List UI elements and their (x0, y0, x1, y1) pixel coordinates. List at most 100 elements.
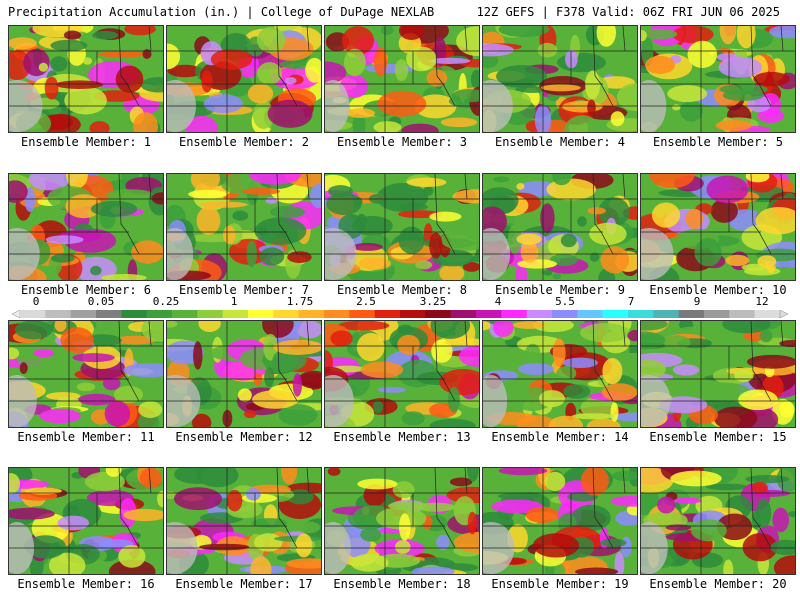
colorbar-swatch (20, 310, 46, 318)
colorbar-tick-label: 0 (32, 295, 40, 308)
map-header: Precipitation Accumulation (in.) | Colle… (0, 0, 800, 24)
ensemble-member-map (8, 320, 164, 428)
member-caption: Ensemble Member: 17 (175, 577, 313, 591)
colorbar-tick-label: 4 (494, 295, 502, 308)
colorbar-swatch (121, 310, 147, 318)
colorbar-tick-label: 7 (627, 295, 635, 308)
precip-field (9, 321, 163, 427)
precip-field (325, 26, 479, 132)
member-caption: Ensemble Member: 11 (17, 430, 155, 444)
colorbar-tick-label: 1 (230, 295, 238, 308)
colorbar-swatch (324, 310, 350, 318)
ensemble-member-map (640, 173, 796, 281)
colorbar-swatch (298, 310, 325, 318)
member-caption: Ensemble Member: 10 (649, 283, 787, 297)
member-caption: Ensemble Member: 15 (649, 430, 787, 444)
member-caption: Ensemble Member: 9 (494, 283, 626, 297)
colorbar-swatch (273, 310, 299, 318)
colorbar-tick-label: 12 (755, 295, 769, 308)
ensemble-member-map (482, 173, 638, 281)
ensemble-member-map (324, 25, 480, 133)
member-caption: Ensemble Member: 18 (333, 577, 471, 591)
colorbar-swatch (349, 310, 375, 318)
member-caption: Ensemble Member: 8 (336, 283, 468, 297)
ensemble-member-map (482, 320, 638, 428)
colorbar-swatch (552, 310, 578, 318)
precip-field (167, 174, 321, 280)
precip-field (641, 26, 795, 132)
colorbar-swatch (754, 310, 781, 318)
colorbar-tick-label: 9 (693, 295, 701, 308)
colorbar-swatch (450, 310, 477, 318)
colorbar-swatch (577, 310, 603, 318)
colorbar-tick-label: 0.25 (152, 295, 180, 308)
ensemble-member-map (166, 320, 322, 428)
colorbar-swatch (628, 310, 654, 318)
ensemble-member-map (8, 173, 164, 281)
colorbar-swatch (374, 310, 401, 318)
colorbar-swatch (197, 310, 223, 318)
colorbar-tick-label: 1.75 (286, 295, 314, 308)
member-caption: Ensemble Member: 14 (491, 430, 629, 444)
ensemble-member-map (640, 467, 796, 575)
colorbar-swatch (425, 310, 451, 318)
ensemble-member-map (640, 25, 796, 133)
member-caption: Ensemble Member: 16 (17, 577, 155, 591)
member-caption: Ensemble Member: 5 (652, 135, 784, 149)
colorbar-swatch (501, 310, 527, 318)
colorbar-tick-label: 3.25 (419, 295, 447, 308)
colorbar-swatch (45, 310, 71, 318)
ensemble-member-map (8, 467, 164, 575)
colorbar-swatch (400, 310, 426, 318)
colorbar-swatch (602, 310, 629, 318)
ensemble-member-map (482, 25, 638, 133)
ensemble-member-map (640, 320, 796, 428)
member-caption: Ensemble Member: 6 (20, 283, 152, 297)
ensemble-member-map (166, 173, 322, 281)
colorbar-swatch (526, 310, 553, 318)
colorbar-swatch (172, 310, 198, 318)
colorbar-swatch (678, 310, 705, 318)
ensemble-member-map (166, 25, 322, 133)
colorbar-tick-label: 0.05 (87, 295, 115, 308)
colorbar-swatch (704, 310, 730, 318)
colorbar-swatch (476, 310, 502, 318)
ensemble-member-map (324, 467, 480, 575)
precip-field (325, 174, 479, 280)
precip-field (9, 174, 163, 280)
colorbar-swatch (146, 310, 173, 318)
precip-field (483, 321, 637, 427)
member-caption: Ensemble Member: 1 (20, 135, 152, 149)
member-caption: Ensemble Member: 12 (175, 430, 313, 444)
precip-field (167, 321, 321, 427)
colorbar-swatch (653, 310, 679, 318)
colorbar-swatch (248, 310, 274, 318)
colorbar-swatch (96, 310, 122, 318)
ensemble-member-map (166, 467, 322, 575)
member-caption: Ensemble Member: 19 (491, 577, 629, 591)
run-info: 12Z GEFS | F378 Valid: 06Z FRI JUN 06 20… (476, 5, 780, 19)
precip-field (483, 26, 637, 132)
member-caption: Ensemble Member: 20 (649, 577, 787, 591)
colorbar-min-arrow (12, 310, 21, 318)
colorbar-swatch (70, 310, 97, 318)
colorbar-tick-label: 5.5 (555, 295, 575, 308)
precip-field (641, 468, 795, 574)
ensemble-member-map (324, 320, 480, 428)
precip-field (9, 468, 163, 574)
precip-field (9, 26, 163, 132)
precip-field (167, 26, 321, 132)
ensemble-member-map (8, 25, 164, 133)
member-caption: Ensemble Member: 7 (178, 283, 310, 297)
colorbar-swatch (729, 310, 755, 318)
colorbar-tick-label: 2.5 (356, 295, 376, 308)
map-title: Precipitation Accumulation (in.) | Colle… (8, 5, 435, 19)
ensemble-member-map (324, 173, 480, 281)
colorbar-max-arrow (779, 310, 788, 318)
member-caption: Ensemble Member: 2 (178, 135, 310, 149)
member-caption: Ensemble Member: 13 (333, 430, 471, 444)
precip-field (325, 468, 479, 574)
colorbar (12, 310, 788, 318)
precip-field (483, 174, 637, 280)
ensemble-member-map (482, 467, 638, 575)
